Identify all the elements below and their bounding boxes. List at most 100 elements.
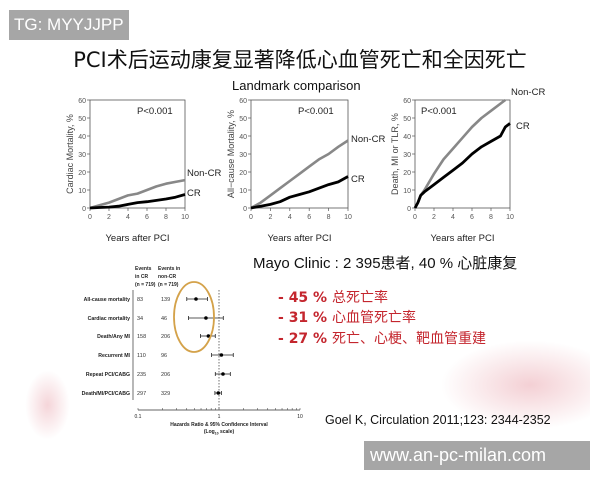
p-value-annotation: P<0.001	[421, 106, 457, 117]
slide-title: PCI术后运动康复显著降低心血管死亡和全因死亡	[73, 48, 527, 72]
x-axis-sublabel: (Log10 scale)	[204, 429, 235, 436]
y-tick-label: 60	[78, 98, 86, 105]
x-tick-label: 4	[288, 214, 292, 221]
y-tick-label: 0	[407, 206, 411, 213]
hazard-ratio-point	[204, 316, 208, 320]
y-tick-label: 40	[78, 134, 86, 141]
km-chart: 0 10 20 30 40 50 60 0 2 4 6 8 10 Years after PCI Death…	[390, 87, 545, 244]
y-tick-label: 20	[78, 170, 86, 177]
x-tick-label: 0	[413, 214, 417, 221]
hazard-ratio-point	[216, 391, 221, 395]
x-axis-label: Years after PCI	[267, 233, 331, 244]
forest-row: Repeat PCI/CABG 235 206	[86, 372, 231, 378]
y-tick-label: 60	[239, 98, 247, 105]
events-noncr: 206	[161, 334, 170, 340]
hazard-ratio-point	[206, 334, 211, 338]
column-header: in CR	[135, 274, 148, 280]
y-tick-label: 10	[403, 188, 411, 195]
forest-row: Death/Any MI 158 206	[97, 334, 216, 340]
column-header: (n = 719)	[158, 282, 179, 288]
row-label: Repeat PCI/CABG	[86, 372, 130, 378]
x-tick-label: 10	[506, 214, 514, 221]
decorative-swoosh	[440, 340, 590, 430]
series-label: CR	[516, 121, 530, 132]
events-cr: 297	[137, 391, 146, 397]
highlight-ellipse	[173, 281, 215, 353]
series-label: Non-CR	[351, 134, 385, 145]
x-axis-sublabel-part: scale)	[219, 429, 235, 435]
watermark-top: TG: MYYJJPP	[9, 10, 129, 40]
row-label: All-cause mortality	[84, 297, 131, 303]
bullet-text: 心血管死亡率	[331, 310, 416, 326]
events-noncr: 46	[161, 316, 167, 322]
x-tick-label: 2	[107, 214, 111, 221]
x-axis-label: Years after PCI	[430, 233, 494, 244]
y-tick-label: 30	[403, 152, 411, 159]
y-tick-label: 40	[403, 134, 411, 141]
y-tick-label: 50	[403, 116, 411, 123]
y-tick-label: 0	[243, 206, 247, 213]
y-tick-label: 30	[78, 152, 86, 159]
column-header: Events	[135, 266, 152, 272]
bullet-value: 31 %	[288, 310, 328, 326]
km-chart: 0 10 20 30 40 50 60 0 2 4 6 8 10 Years after PCI Cardi…	[65, 98, 221, 244]
x-axis-label: Hazards Ratio & 95% Confidence Interval	[170, 422, 268, 428]
x-tick-label: 2	[432, 214, 436, 221]
events-noncr: 96	[161, 353, 167, 359]
row-label: Cardiac mortality	[88, 316, 130, 322]
watermark-bottom: www.an-pc-milan.com	[364, 441, 590, 470]
events-noncr: 329	[161, 391, 170, 397]
bullet-text: 死亡、心梗、靶血管重建	[331, 331, 486, 347]
x-tick-label: 8	[327, 214, 331, 221]
y-tick-label: 30	[239, 152, 247, 159]
hazard-ratio-point	[221, 372, 225, 376]
events-cr: 110	[137, 353, 146, 359]
bullet-value: 45 %	[288, 290, 328, 306]
series-label: CR	[351, 174, 365, 185]
y-tick-label: 10	[78, 188, 86, 195]
x-tick-label: 10	[181, 214, 189, 221]
bullet-dash: -	[278, 331, 284, 347]
events-noncr: 206	[161, 372, 170, 378]
forest-row: Cardiac mortality 34 46	[88, 316, 224, 322]
decorative-swoosh	[25, 370, 70, 440]
events-cr: 235	[137, 372, 146, 378]
events-cr: 158	[137, 334, 146, 340]
y-axis-label: Death, MI or TLR, %	[390, 113, 400, 195]
series-line-cr	[413, 122, 511, 209]
y-tick-label: 50	[239, 116, 247, 123]
series-line-cr	[250, 175, 349, 210]
series-label: Non-CR	[187, 168, 221, 179]
bullet-dash: -	[278, 290, 284, 306]
x-tick-label: 4	[451, 214, 455, 221]
series-line-cr	[89, 193, 186, 210]
column-header: (n = 719)	[135, 282, 156, 288]
series-line-non-cr	[89, 178, 186, 210]
y-tick-label: 10	[239, 188, 247, 195]
x-tick-label: 2	[268, 214, 272, 221]
hazard-ratio-point	[194, 297, 198, 301]
summary-headline: Mayo Clinic : 2 395患者, 40 % 心脏康复	[253, 255, 518, 272]
x-tick-label: 6	[470, 214, 474, 221]
row-label: Death/Any MI	[97, 334, 130, 340]
row-label: Death/MI/PCI/CABG	[82, 391, 130, 397]
x-tick-label: 6	[307, 214, 311, 221]
x-tick-label: 10	[344, 214, 352, 221]
column-header: Events in	[158, 266, 180, 272]
y-axis-label: Cardiac Mortality, %	[65, 114, 75, 194]
events-cr: 83	[137, 297, 143, 303]
row-label: Recurrent MI	[98, 353, 130, 359]
charts-subtitle: Landmark comparison	[232, 78, 361, 93]
series-line-non-cr	[250, 139, 349, 210]
bullet-dash: -	[278, 310, 284, 326]
x-axis-label: Years after PCI	[105, 233, 169, 244]
y-tick-label: 20	[403, 170, 411, 177]
bullet-item: - 31 % 心血管死亡率	[278, 307, 416, 327]
x-tick-label: 8	[489, 214, 493, 221]
bullet-item: - 27 % 死亡、心梗、靶血管重建	[278, 328, 486, 348]
forest-row: Death/MI/PCI/CABG 297 329	[82, 391, 222, 397]
x-tick-label: 6	[145, 214, 149, 221]
x-tick-label: 4	[126, 214, 130, 221]
bullet-value: 27 %	[288, 331, 328, 347]
events-cr: 34	[137, 316, 143, 322]
